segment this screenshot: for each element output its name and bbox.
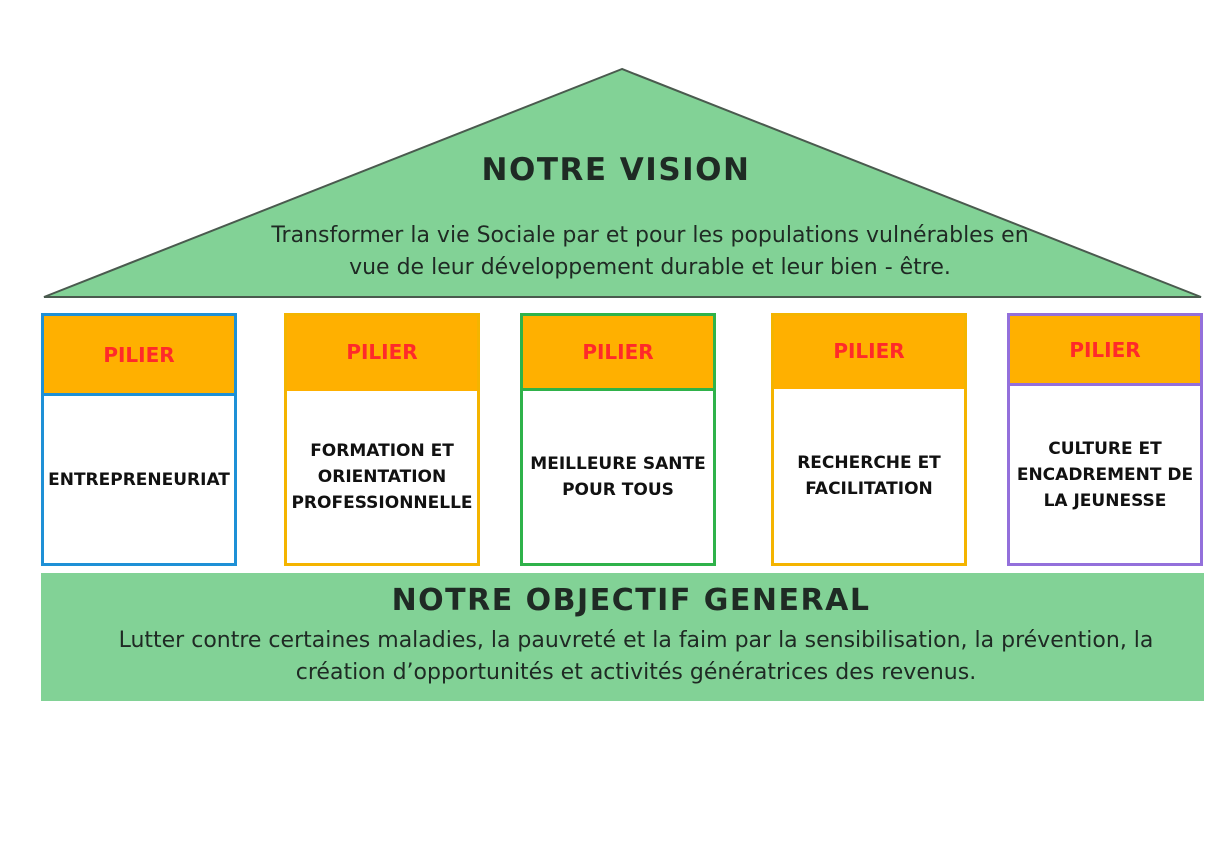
- goal-banner: NOTRE OBJECTIF GENERAL Lutter contre cer…: [41, 573, 1204, 701]
- pillar-label: ENTREPRENEURIAT: [48, 469, 230, 490]
- pillar-label: MEILLEURE SANTE POUR TOUS: [530, 454, 706, 500]
- pillar-header-label: PILIER: [582, 340, 654, 364]
- pillar-header: PILIER: [44, 316, 234, 396]
- vision-statement: Transformer la vie Sociale par et pour l…: [271, 223, 1029, 280]
- goal-statement: Lutter contre certaines maladies, la pau…: [118, 628, 1154, 685]
- pillar-entrepreneuriat: PILIER ENTREPRENEURIAT: [41, 313, 237, 566]
- pillar-header-label: PILIER: [346, 340, 418, 364]
- pillar-label: FORMATION ET ORIENTATION PROFESSIONNELLE: [291, 441, 473, 513]
- pillar-header: PILIER: [774, 316, 964, 389]
- pillar-header: PILIER: [287, 316, 477, 391]
- pillar-body: RECHERCHE ET FACILITATION: [774, 389, 964, 563]
- pillar-header: PILIER: [1010, 316, 1200, 386]
- pillar-body: CULTURE ET ENCADREMENT DE LA JEUNESSE: [1010, 386, 1200, 563]
- pillar-header-label: PILIER: [1069, 337, 1141, 362]
- pillar-header-label: PILIER: [833, 339, 905, 363]
- pillar-label: CULTURE ET ENCADREMENT DE LA JEUNESSE: [1016, 438, 1194, 511]
- goal-title: NOTRE OBJECTIF GENERAL: [391, 583, 871, 618]
- pillar-header-label: PILIER: [103, 342, 175, 367]
- pillar-label: RECHERCHE ET FACILITATION: [797, 453, 941, 499]
- pillar-body: FORMATION ET ORIENTATION PROFESSIONNELLE: [287, 391, 477, 563]
- pillar-recherche: PILIER RECHERCHE ET FACILITATION: [771, 313, 967, 566]
- pillar-sante: PILIER MEILLEURE SANTE POUR TOUS: [520, 313, 716, 566]
- pillar-body: ENTREPRENEURIAT: [44, 396, 234, 563]
- vision-title: NOTRE VISION: [481, 152, 751, 188]
- pillar-header: PILIER: [523, 316, 713, 391]
- pillar-body: MEILLEURE SANTE POUR TOUS: [523, 391, 713, 563]
- roof-triangle: [43, 67, 1202, 298]
- pillar-formation: PILIER FORMATION ET ORIENTATION PROFESSI…: [284, 313, 480, 566]
- pillar-culture: PILIER CULTURE ET ENCADREMENT DE LA JEUN…: [1007, 313, 1203, 566]
